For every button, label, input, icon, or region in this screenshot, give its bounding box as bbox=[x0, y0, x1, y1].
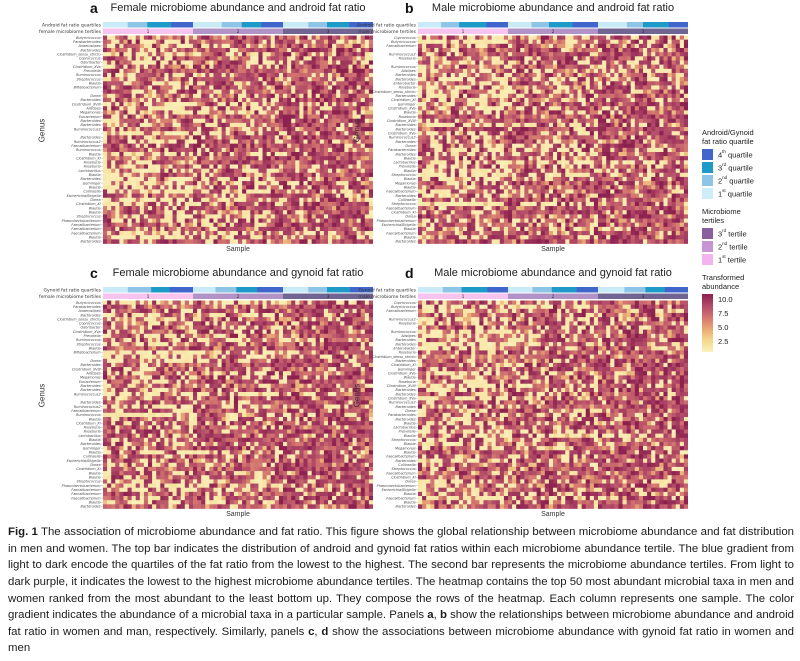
tertile-legend-label-part: tertile bbox=[726, 229, 747, 239]
panel-title: Female microbiome abundance and android … bbox=[110, 2, 366, 14]
tertile-legend-label-part: 3 bbox=[718, 229, 723, 239]
panel-title: Male microbiome abundance and gynoid fat… bbox=[434, 267, 672, 279]
quartile-legend-label-part: quartile bbox=[726, 163, 753, 173]
quartile-legend-swatch bbox=[702, 149, 713, 160]
abundance-legend-title-line1: Transformed bbox=[702, 273, 745, 282]
quartile-legend-label-part: quartile bbox=[727, 176, 754, 186]
abundance-legend-title: Transformed abundance bbox=[702, 273, 799, 291]
quartile-legend-label-part: 1 bbox=[718, 189, 723, 199]
heatmap-panel-b: b Male microbiome abundance and android … bbox=[345, 0, 688, 262]
x-axis-label: Sample bbox=[226, 246, 250, 253]
quartile-legend-swatch bbox=[702, 188, 713, 199]
caption-bold-ref: d bbox=[321, 625, 329, 638]
tertile-legend-label-part: tertile bbox=[725, 255, 747, 265]
quartile-legend-title-line2: fat ratio quartile bbox=[702, 137, 754, 146]
caption-text: show the relationships between microbiom… bbox=[8, 609, 794, 638]
quartile-legend-label-part: nd bbox=[722, 174, 728, 180]
tertile-legend-label: 2nd tertile bbox=[718, 240, 748, 252]
quartile-legend-label-part: st bbox=[722, 187, 726, 193]
tertile-legend-label-part: rd bbox=[722, 227, 727, 233]
caption-bold-ref: c bbox=[308, 625, 315, 638]
y-axis-label: Genus bbox=[37, 383, 47, 408]
caption-text: , bbox=[433, 609, 440, 622]
quartile-legend-label: 2nd quartile bbox=[718, 174, 754, 186]
caption-bold-ref: a bbox=[427, 609, 434, 622]
heatmap-canvas-d bbox=[345, 287, 688, 509]
figure-caption: Fig. 1 The association of microbiome abu… bbox=[8, 524, 794, 657]
quartile-legend-item: 3rd quartile bbox=[702, 162, 799, 173]
tertile-legend-label-part: tertile bbox=[727, 242, 748, 252]
abundance-legend-title-line2: abundance bbox=[702, 282, 740, 291]
tertile-legend-item: 3rd tertile bbox=[702, 228, 799, 239]
tertile-legend-label: 1st tertile bbox=[718, 253, 747, 265]
quartile-legend-label-part: rd bbox=[722, 161, 727, 167]
quartile-legend-label: 4th quartile bbox=[718, 148, 753, 160]
caption-bold-ref: Fig. 1 bbox=[8, 526, 38, 538]
abundance-tick: 2.5 bbox=[718, 337, 729, 346]
caption-text: The association of microbiome abundance … bbox=[8, 526, 795, 622]
tertile-legend-swatch bbox=[702, 254, 713, 265]
tertile-legend-label-part: 2 bbox=[718, 242, 723, 252]
y-axis-label: Genus bbox=[37, 118, 47, 143]
heatmap-panel-d: d Male microbiome abundance and gynoid f… bbox=[345, 265, 688, 527]
tertile-legend-items: 3rd tertile 2nd tertile 1st tertile bbox=[702, 228, 799, 265]
x-axis-label: Sample bbox=[541, 246, 565, 253]
panel-letter: d bbox=[405, 265, 414, 281]
quartile-legend-title: Android/Gynoid fat ratio quartile bbox=[702, 128, 799, 146]
quartile-legend-item: 1st quartile bbox=[702, 188, 799, 199]
panel-letter: b bbox=[405, 0, 414, 16]
quartile-legend-label-part: quartile bbox=[725, 150, 753, 160]
tertile-legend-item: 2nd tertile bbox=[702, 241, 799, 252]
quartile-legend-label: 1st quartile bbox=[718, 187, 753, 199]
caption-bold-ref: b bbox=[439, 609, 447, 622]
quartile-legend-label-part: th bbox=[722, 148, 726, 154]
panel-title: Male microbiome abundance and android fa… bbox=[431, 2, 675, 14]
y-axis-label: Genus bbox=[352, 383, 362, 408]
tertile-legend-label: 3rd tertile bbox=[718, 227, 747, 239]
panel-letter: c bbox=[90, 265, 98, 281]
abundance-colorbar: 10.0 7.5 5.0 2.5 bbox=[702, 294, 799, 356]
y-axis-label: Genus bbox=[352, 118, 362, 143]
quartile-legend-label: 3rd quartile bbox=[718, 161, 753, 173]
heatmap-panel-a: a Female microbiome abundance and androi… bbox=[30, 0, 373, 262]
tertile-legend-title-line1: Microbiome bbox=[702, 207, 741, 216]
quartile-legend-title-line1: Android/Gynoid bbox=[702, 128, 754, 137]
caption-text: , bbox=[314, 625, 322, 638]
tertile-legend-title: Microbiome tertiles bbox=[702, 207, 799, 225]
quartile-legend-label-part: 4 bbox=[718, 150, 723, 160]
tertile-legend-title-line2: tertiles bbox=[702, 216, 725, 225]
abundance-tick: 7.5 bbox=[718, 309, 729, 318]
tertile-legend-label-part: nd bbox=[722, 240, 728, 246]
quartile-legend-item: 4th quartile bbox=[702, 149, 799, 160]
abundance-tick: 10.0 bbox=[718, 295, 733, 304]
abundance-gradient-bar bbox=[702, 294, 713, 352]
x-axis-label: Sample bbox=[226, 511, 250, 518]
tertile-legend-swatch bbox=[702, 241, 713, 252]
heatmap-panel-c: c Female microbiome abundance and gynoid… bbox=[30, 265, 373, 527]
tertile-legend-label-part: st bbox=[722, 253, 726, 259]
tertile-legend-label-part: 1 bbox=[718, 255, 723, 265]
quartile-legend-swatch bbox=[702, 175, 713, 186]
panel-letter: a bbox=[90, 0, 98, 16]
caption-text: show the associations between microbiome… bbox=[8, 625, 794, 655]
heatmap-canvas-a bbox=[30, 22, 373, 244]
heatmap-canvas-b bbox=[345, 22, 688, 244]
quartile-legend-label-part: 3 bbox=[718, 163, 723, 173]
quartile-legend-label-part: quartile bbox=[725, 189, 753, 199]
quartile-legend-items: 4th quartile 3rd quartile 2nd quartile 1st … bbox=[702, 149, 799, 199]
quartile-legend-label-part: 2 bbox=[718, 176, 723, 186]
abundance-tick: 5.0 bbox=[718, 323, 729, 332]
quartile-legend-item: 2nd quartile bbox=[702, 175, 799, 186]
legend: Android/Gynoid fat ratio quartile 4th qu… bbox=[702, 128, 799, 356]
tertile-legend-swatch bbox=[702, 228, 713, 239]
heatmap-canvas-c bbox=[30, 287, 373, 509]
x-axis-label: Sample bbox=[541, 511, 565, 518]
quartile-legend-swatch bbox=[702, 162, 713, 173]
panel-title: Female microbiome abundance and gynoid f… bbox=[112, 267, 364, 279]
tertile-legend-item: 1st tertile bbox=[702, 254, 799, 265]
